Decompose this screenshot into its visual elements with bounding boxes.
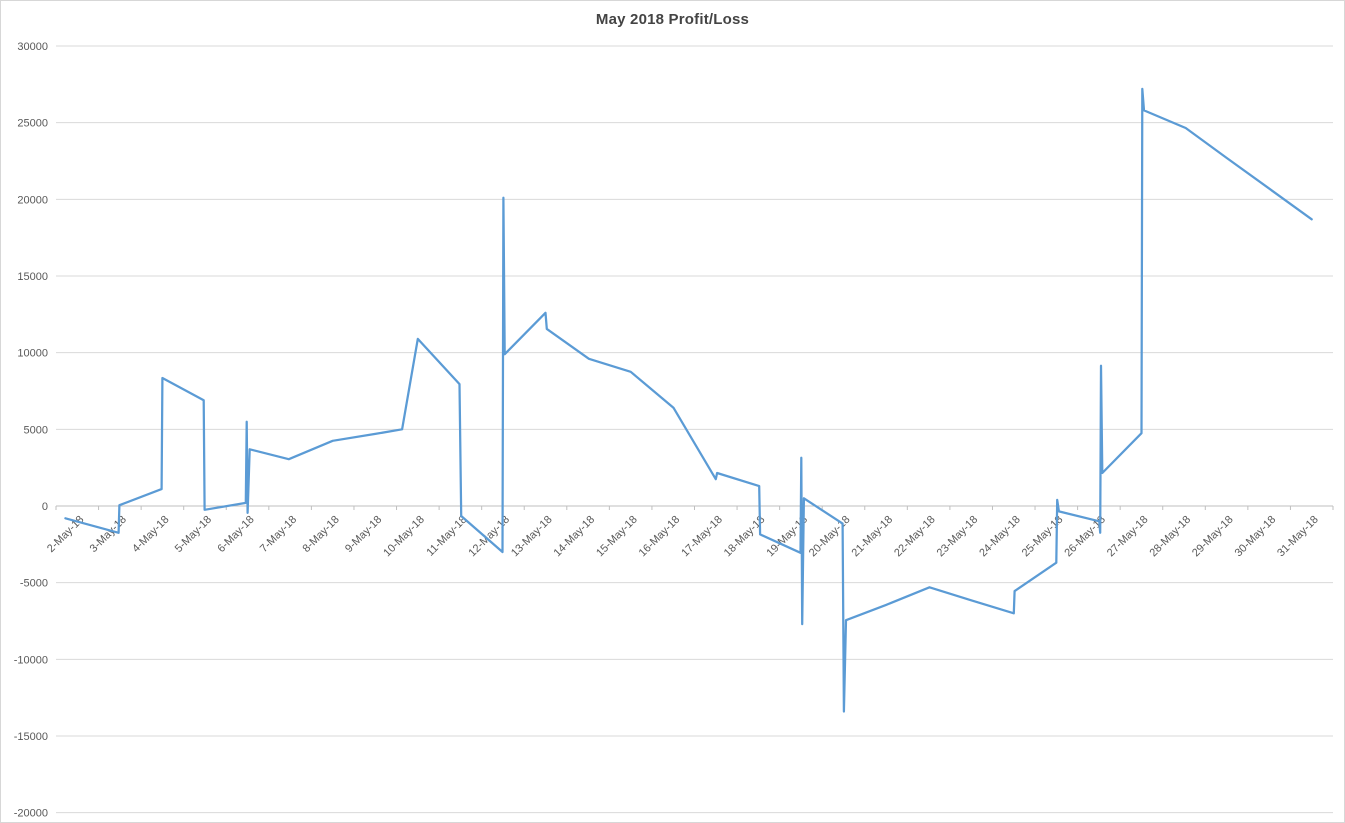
x-tick-label: 30-May-18 (1233, 514, 1279, 560)
y-tick-label: -15000 (14, 731, 48, 743)
x-tick-label: 31-May-18 (1275, 514, 1321, 560)
x-tick-label: 11-May-18 (424, 514, 469, 559)
x-tick-label: 20-May-18 (807, 514, 853, 560)
y-tick-label: -20000 (14, 808, 48, 820)
x-tick-label: 4-May-18 (130, 514, 171, 555)
chart-title: May 2018 Profit/Loss (595, 11, 750, 28)
x-tick-label: 22-May-18 (892, 514, 938, 560)
y-tick-label: 15000 (17, 271, 48, 283)
x-tick-label: 10-May-18 (381, 514, 427, 560)
y-tick-label: 30000 (17, 41, 48, 53)
x-tick-label: 28-May-18 (1147, 514, 1193, 560)
y-tick-label: 5000 (24, 424, 48, 436)
x-tick-label: 6-May-18 (215, 514, 256, 555)
x-tick-label: 9-May-18 (343, 514, 384, 555)
x-tick-label: 15-May-18 (594, 514, 640, 560)
x-tick-label: 25-May-18 (1020, 514, 1066, 560)
x-tick-label: 7-May-18 (258, 514, 299, 555)
x-tick-label: 12-May-18 (466, 514, 512, 560)
x-tick-label: 24-May-18 (977, 514, 1023, 560)
y-tick-label: 25000 (17, 118, 48, 130)
x-tick-label: 17-May-18 (679, 514, 725, 560)
y-tick-label: -10000 (14, 654, 48, 666)
x-tick-label: 13-May-18 (509, 514, 555, 560)
x-tick-label: 27-May-18 (1105, 514, 1151, 560)
x-tick-label: 21-May-18 (850, 514, 896, 560)
x-tick-label: 23-May-18 (935, 514, 981, 560)
x-tick-label: 2-May-18 (45, 514, 86, 555)
y-tick-label: -5000 (20, 578, 48, 590)
x-tick-label: 16-May-18 (637, 514, 683, 560)
y-tick-label: 10000 (17, 348, 48, 360)
profit-loss-series-line (64, 87, 1313, 713)
x-tick-label: 3-May-18 (88, 514, 129, 555)
x-tick-label: 8-May-18 (300, 514, 341, 555)
x-tick-label: 14-May-18 (552, 514, 598, 560)
y-tick-label: 20000 (17, 194, 48, 206)
y-tick-label: 0 (42, 501, 48, 513)
x-tick-label: 29-May-18 (1190, 514, 1236, 560)
x-tick-label: 5-May-18 (173, 514, 214, 555)
